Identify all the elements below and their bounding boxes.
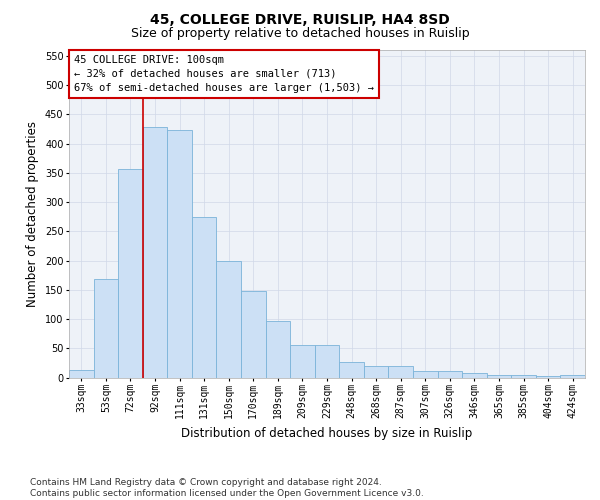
Bar (364, 366, 388, 378)
Bar (118, 168, 143, 378)
Bar (388, 366, 413, 378)
Bar (192, 216, 217, 378)
Text: 45 COLLEGE DRIVE: 100sqm
← 32% of detached houses are smaller (713)
67% of semi-: 45 COLLEGE DRIVE: 100sqm ← 32% of detach… (74, 55, 374, 93)
Bar (339, 362, 364, 378)
Bar (217, 260, 241, 378)
X-axis label: Distribution of detached houses by size in Ruislip: Distribution of detached houses by size … (181, 426, 473, 440)
Bar (536, 376, 560, 378)
Bar (413, 371, 437, 378)
Bar (462, 374, 487, 378)
Bar (437, 371, 462, 378)
Bar (511, 375, 536, 378)
Text: Contains HM Land Registry data © Crown copyright and database right 2024.
Contai: Contains HM Land Registry data © Crown c… (30, 478, 424, 498)
Bar (94, 279, 118, 378)
Bar (241, 291, 266, 378)
Bar (69, 370, 94, 378)
Bar (560, 374, 585, 378)
Bar (167, 130, 192, 378)
Bar (266, 322, 290, 378)
Bar (487, 374, 511, 378)
Bar (315, 346, 339, 378)
Bar (143, 127, 167, 378)
Bar (290, 346, 315, 378)
Text: Size of property relative to detached houses in Ruislip: Size of property relative to detached ho… (131, 28, 469, 40)
Text: 45, COLLEGE DRIVE, RUISLIP, HA4 8SD: 45, COLLEGE DRIVE, RUISLIP, HA4 8SD (150, 12, 450, 26)
Y-axis label: Number of detached properties: Number of detached properties (26, 120, 39, 306)
